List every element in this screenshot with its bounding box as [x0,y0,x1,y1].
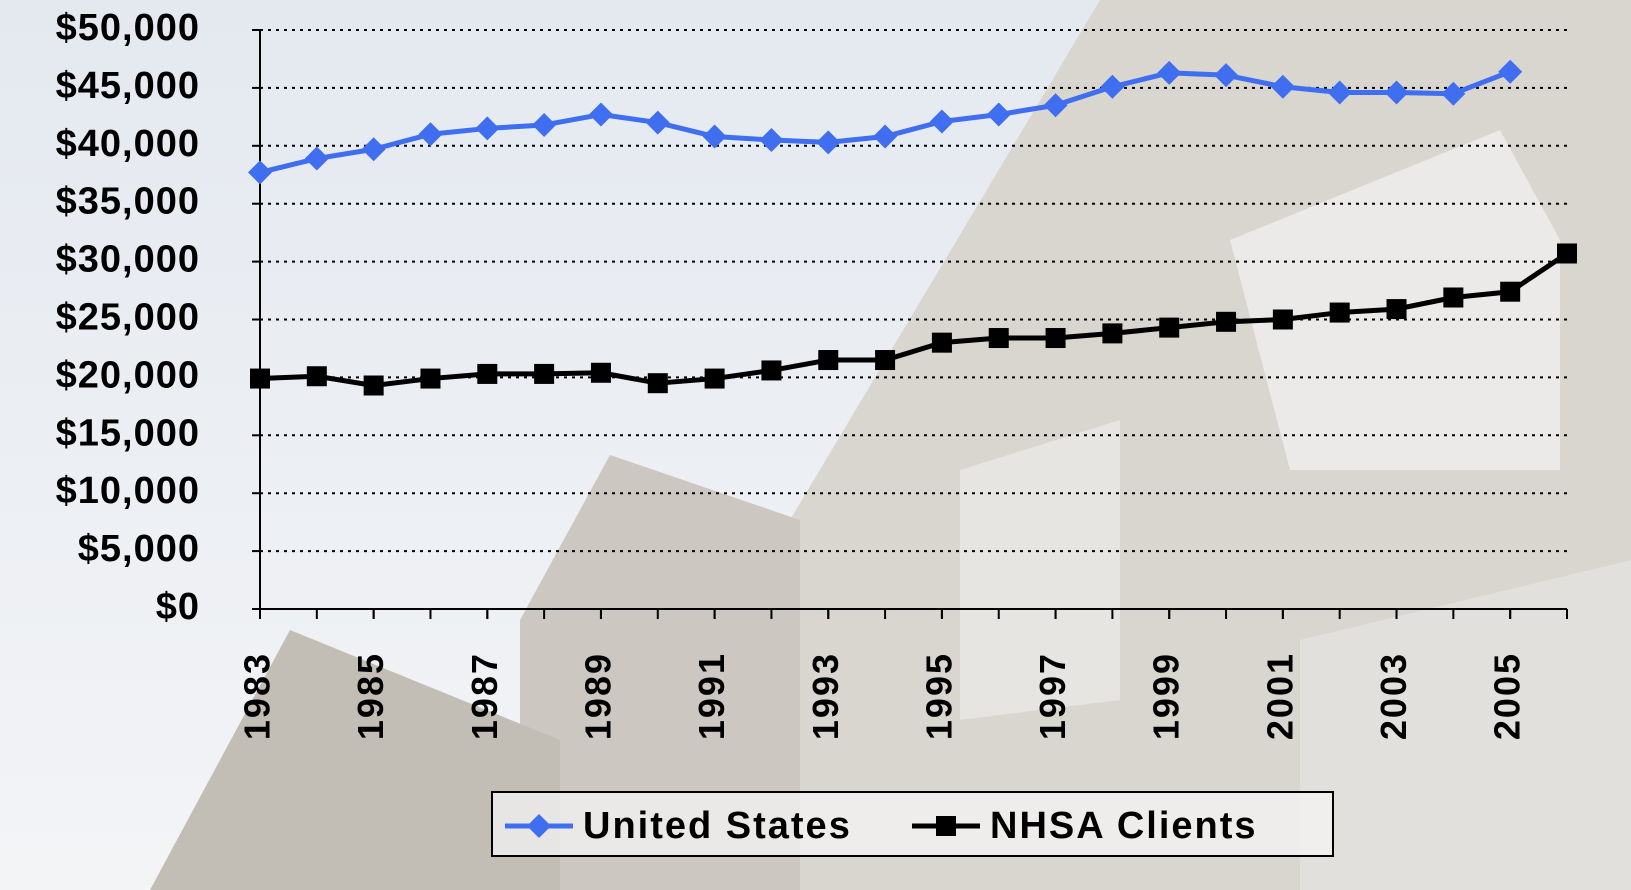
marker [704,368,725,389]
marker [1214,63,1239,88]
y-tick-label: $45,000 [56,65,200,107]
marker [1500,281,1521,302]
y-tick-label: $30,000 [56,239,200,281]
marker [1441,81,1466,106]
legend-label: NHSA Clients [990,805,1258,847]
marker [1327,80,1352,105]
marker [532,112,557,137]
marker [1216,311,1237,332]
x-tick-label: 2003 [1373,652,1414,740]
y-tick-label: $35,000 [56,181,200,223]
marker [1384,80,1409,105]
marker [875,350,896,371]
marker [986,102,1011,127]
marker [1329,302,1350,323]
x-tick-label: 1991 [691,652,732,740]
marker [1272,309,1293,330]
marker [1557,243,1577,264]
x-tick-label: 1989 [577,652,618,740]
marker [1045,328,1066,349]
legend-marker [527,814,551,838]
marker [477,363,498,384]
y-tick-label: $15,000 [56,412,200,454]
x-tick-label: 1983 [237,652,278,740]
marker [304,146,329,171]
marker [588,102,613,127]
marker [1100,74,1125,99]
marker [418,122,443,147]
marker [647,373,668,394]
y-tick-label: $20,000 [56,354,200,396]
marker [1102,323,1123,344]
marker [1157,60,1182,85]
marker [818,350,839,371]
marker [873,124,898,149]
x-tick-label: 2005 [1487,652,1528,740]
marker [759,128,784,153]
x-tick-label: 1997 [1032,652,1073,740]
marker [590,362,611,383]
marker [1386,299,1407,320]
marker [534,363,555,384]
marker [761,360,782,381]
x-tick-label: 2001 [1259,652,1300,740]
marker [306,366,327,387]
marker [1159,317,1180,338]
x-tick-label: 1995 [918,652,959,740]
marker [248,160,272,185]
marker [361,137,386,162]
marker [1443,287,1464,308]
y-tick-label: $10,000 [56,470,200,512]
marker [931,332,952,353]
legend-label: United States [583,805,852,847]
x-tick-label: 1999 [1146,652,1187,740]
x-tick-label: 1993 [805,652,846,740]
marker [929,109,954,134]
x-tick-label: 1987 [464,652,505,740]
marker [816,130,841,155]
marker [475,116,500,141]
y-tick-label: $25,000 [56,297,200,339]
marker [645,110,670,135]
y-tick-label: $5,000 [78,528,200,570]
marker [250,368,270,389]
marker [702,124,727,149]
marker [1498,59,1523,84]
marker [1043,93,1068,118]
y-tick-label: $0 [156,586,200,628]
marker [420,368,441,389]
legend-marker [936,816,956,836]
x-tick-label: 1985 [350,652,391,740]
legend: United States NHSA Clients [491,791,1334,857]
marker [363,375,384,396]
y-tick-label: $40,000 [56,123,200,165]
y-tick-label: $50,000 [56,7,200,49]
marker [1270,74,1295,99]
marker [988,328,1009,349]
